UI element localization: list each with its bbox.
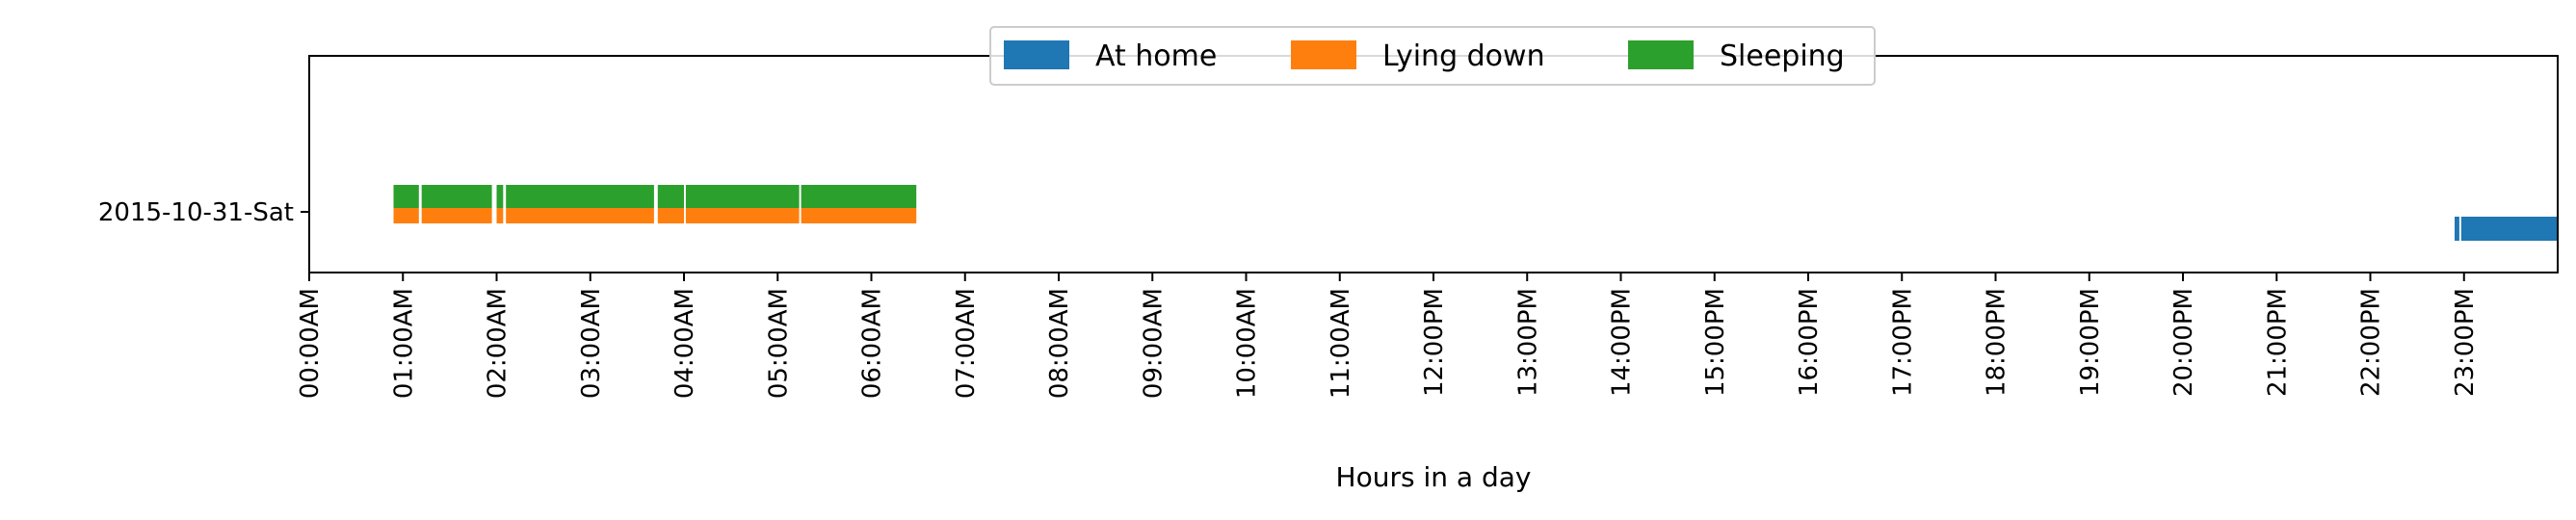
- legend-swatch-at-home: [1004, 40, 1069, 69]
- legend-swatch-lying-down: [1291, 40, 1356, 69]
- x-tick-label-2: 02:00AM: [484, 288, 513, 399]
- bar-lying-down-5: [685, 208, 800, 223]
- bar-sleeping-2: [496, 185, 504, 208]
- bar-lying-down-6: [801, 208, 917, 223]
- bar-at-home-1: [2460, 217, 2557, 241]
- x-tick-label-18: 18:00PM: [1983, 288, 2011, 397]
- legend: At home Lying down Sleeping: [989, 26, 1876, 86]
- x-tick-label-6: 06:00AM: [858, 288, 887, 399]
- x-tick-label-3: 03:00AM: [577, 288, 606, 399]
- bar-lying-down-0: [393, 208, 419, 223]
- bar-sleeping-0: [393, 185, 419, 208]
- bar-sleeping-5: [685, 185, 800, 208]
- bar-lying-down-4: [657, 208, 684, 223]
- bar-sleeping-1: [421, 185, 492, 208]
- x-tick-label-1: 01:00AM: [389, 288, 418, 399]
- x-tick-label-0: 00:00AM: [296, 288, 325, 399]
- x-tick-label-19: 19:00PM: [2076, 288, 2105, 397]
- bar-lying-down-2: [496, 208, 504, 223]
- bar-sleeping-4: [657, 185, 684, 208]
- legend-label-lying-down: Lying down: [1382, 39, 1545, 73]
- x-tick-label-15: 15:00PM: [1701, 288, 1730, 397]
- x-tick-label-5: 05:00AM: [764, 288, 793, 399]
- x-axis-label: Hours in a day: [1336, 461, 1532, 493]
- bar-sleeping-3: [506, 185, 654, 208]
- bars-layer: [393, 185, 2557, 241]
- x-tick-label-21: 21:00PM: [2263, 288, 2292, 397]
- x-tick-label-9: 09:00AM: [1139, 288, 1168, 399]
- x-tick-label-4: 04:00AM: [670, 288, 699, 399]
- legend-label-sleeping: Sleeping: [1720, 39, 1845, 73]
- x-tick-label-7: 07:00AM: [952, 288, 981, 399]
- x-tick-label-22: 22:00PM: [2357, 288, 2386, 397]
- x-tick-label-10: 10:00AM: [1233, 288, 1262, 399]
- y-axis: 2015-10-31-Sat: [98, 198, 309, 227]
- legend-label-at-home: At home: [1095, 39, 1217, 73]
- x-tick-label-11: 11:00AM: [1327, 288, 1355, 399]
- x-tick-label-16: 16:00PM: [1795, 288, 1824, 397]
- legend-swatch-sleeping: [1628, 40, 1694, 69]
- y-tick-label-0: 2015-10-31-Sat: [98, 198, 294, 227]
- x-tick-label-13: 13:00PM: [1513, 288, 1542, 397]
- bar-at-home-0: [2455, 217, 2459, 241]
- x-tick-label-12: 12:00PM: [1420, 288, 1449, 397]
- x-tick-label-23: 23:00PM: [2451, 288, 2480, 397]
- x-tick-label-20: 20:00PM: [2169, 288, 2198, 397]
- x-tick-label-14: 14:00PM: [1608, 288, 1637, 397]
- x-tick-label-8: 08:00AM: [1045, 288, 1074, 399]
- bar-sleeping-6: [801, 185, 917, 208]
- bar-lying-down-3: [506, 208, 654, 223]
- x-axis: 00:00AM 01:00AM 02:00AM 03:00AM 04:00AM 05:00…: [296, 273, 2480, 399]
- plot-frame: [308, 55, 2559, 273]
- bar-lying-down-1: [421, 208, 492, 223]
- x-tick-label-17: 17:00PM: [1888, 288, 1917, 397]
